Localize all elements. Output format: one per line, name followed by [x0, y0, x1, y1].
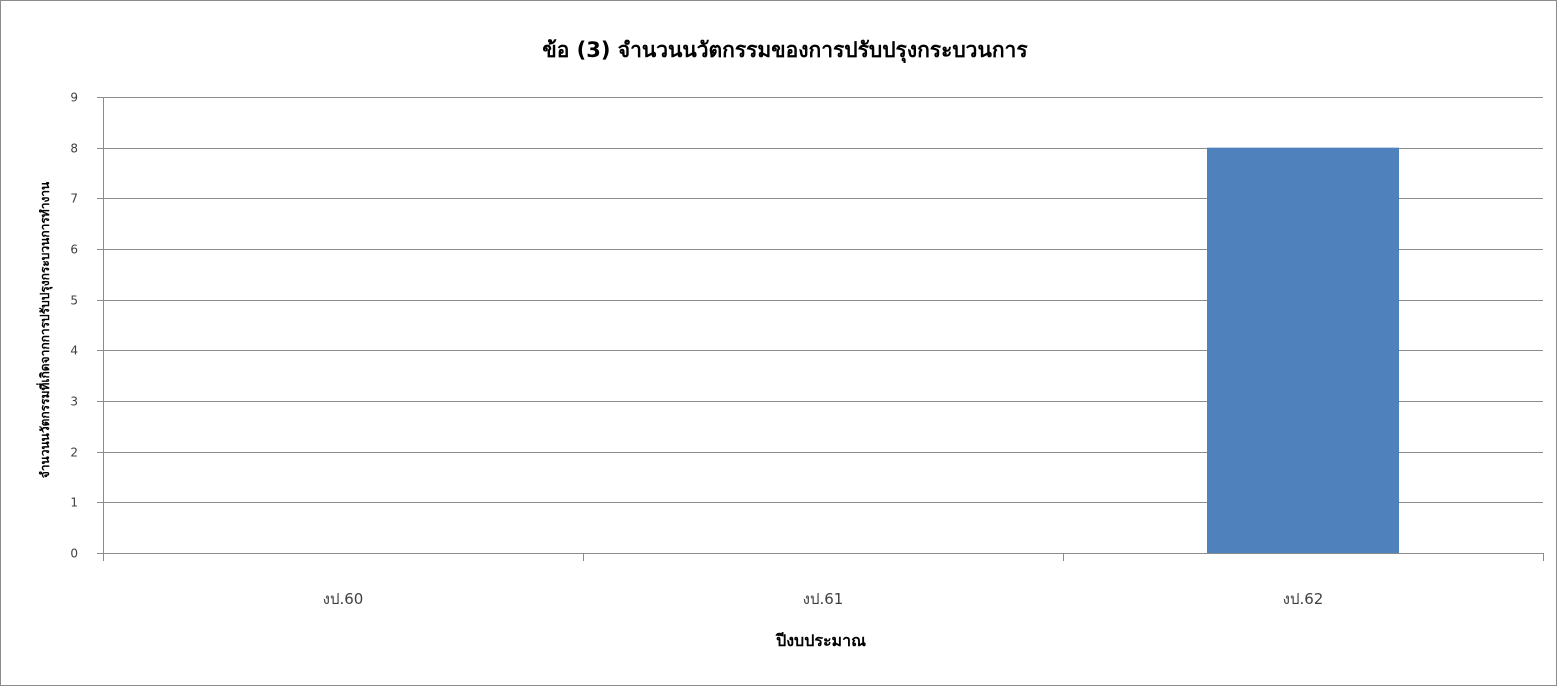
y-tick-label-8: 8 [70, 142, 78, 156]
y-tick-label-0: 0 [70, 547, 78, 561]
y-tick-label-7: 7 [70, 192, 78, 206]
x-tick-labels: งป.60 งป.61 งป.62 [323, 590, 1324, 608]
y-tick-label-1: 1 [70, 496, 78, 510]
y-tick-label-6: 6 [70, 243, 78, 257]
y-tick-label-9: 9 [70, 91, 78, 105]
y-tick-label-4: 4 [70, 344, 78, 358]
y-tick-labels: 0 1 2 3 4 5 6 7 8 9 [70, 91, 78, 561]
y-axis-title: จำนวนนวัตกรรมที่เกิดจากการปรับปรุงกระบวน… [36, 181, 53, 478]
x-tick-label-งป.62: งป.62 [1283, 590, 1324, 608]
x-axis-title: ปีงบประมาณ [775, 631, 866, 650]
y-tick-label-5: 5 [70, 294, 78, 308]
bars [1207, 147, 1399, 553]
y-tick-label-3: 3 [70, 395, 78, 409]
axes [97, 97, 1544, 561]
bar-งป.62 [1207, 147, 1399, 553]
chart-title: ข้อ (3) จำนวนนวัตกรรมของการปรับปรุงกระบว… [542, 38, 1028, 64]
x-tick-label-งป.61: งป.61 [803, 590, 844, 608]
y-tick-label-2: 2 [70, 446, 78, 460]
x-tick-label-งป.60: งป.60 [323, 590, 364, 608]
